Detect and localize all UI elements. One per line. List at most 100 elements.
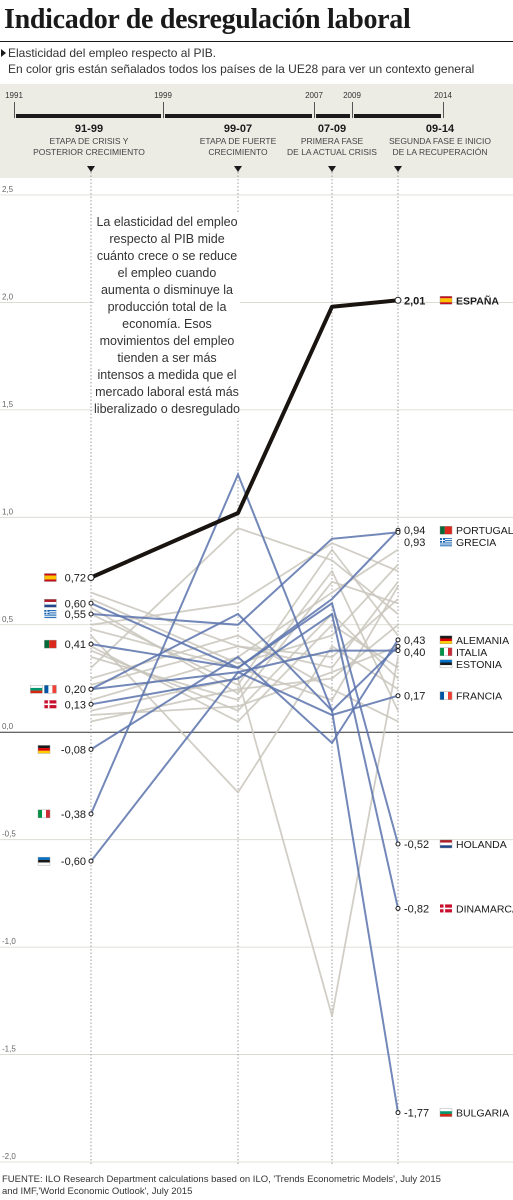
flag-bg-icon [440, 1111, 452, 1114]
source-line: and IMF,'World Economic Outlook', July 2… [2, 1186, 193, 1197]
flag-bg-icon [30, 685, 43, 694]
end-value-label: 2,01 [404, 295, 425, 307]
flag-nl-icon [44, 601, 57, 605]
y-tick-label: -1,5 [2, 1045, 16, 1054]
flag-gr-icon [440, 539, 452, 541]
data-point [88, 858, 94, 864]
flag-gr-icon [44, 610, 57, 612]
start-value-label: -0,38 [61, 809, 86, 821]
timeline-tick [314, 102, 315, 118]
y-tick-label: 2,0 [2, 292, 14, 301]
flag-gr-icon [44, 615, 57, 617]
flag-es-icon [439, 296, 453, 305]
flag-gr-icon [440, 538, 452, 540]
context-series-line [90, 548, 399, 687]
context-series-line [90, 548, 399, 701]
flag-nl-icon [44, 599, 57, 603]
phase-desc-line: SEGUNDA FASE E INICIO [388, 136, 492, 146]
phase-desc-line: PRIMERA FASE [300, 136, 364, 146]
flag-de-icon [440, 635, 452, 639]
data-point [88, 686, 94, 692]
end-value-label: 0,40 [404, 647, 425, 659]
flag-ee-icon [38, 862, 50, 866]
context-series-line [90, 585, 399, 702]
flag-ee-icon [37, 856, 51, 866]
flag-es-icon [44, 579, 57, 582]
country-label: ALEMANIA [456, 635, 509, 647]
flag-fr-icon [52, 685, 57, 694]
flag-gr-icon [440, 545, 452, 547]
timeline-year: 2009 [343, 91, 361, 100]
flag-pt-icon [439, 526, 453, 535]
y-tick-label: 0,0 [2, 722, 14, 731]
phase-desc-line: CRECIMIENTO [208, 147, 268, 157]
flag-dk-icon [440, 907, 452, 910]
flag-bg-icon [440, 1113, 452, 1117]
data-point [88, 611, 94, 617]
series-line-highlight [90, 298, 399, 580]
title-rule [0, 41, 513, 42]
flag-de-icon [38, 748, 50, 751]
flag-gr-icon [44, 616, 57, 618]
flag-de-icon [439, 635, 453, 645]
flag-ee-icon [439, 659, 453, 669]
phase-arrow-icon [234, 166, 242, 172]
timeline-tick [14, 102, 15, 118]
flag-nl-icon [440, 845, 452, 849]
end-value-label: -0,52 [404, 839, 429, 851]
flag-dk-icon [44, 703, 57, 706]
y-tick-label: -2,0 [2, 1152, 16, 1161]
flag-it-icon [444, 647, 449, 656]
y-tick-label: 1,0 [2, 507, 14, 516]
flag-de-icon [440, 638, 452, 642]
context-series-line [90, 598, 399, 686]
flag-es-icon [440, 298, 452, 303]
phase-desc-line: DE LA ACTUAL CRISIS [287, 147, 377, 157]
country-label: ESTONIA [456, 659, 502, 671]
data-point [395, 841, 401, 847]
start-value-label: 0,20 [65, 684, 86, 696]
context-series-line [90, 563, 399, 665]
context-series-line [90, 656, 399, 1017]
flag-bg-icon [30, 685, 43, 688]
country-label: PORTUGAL [456, 525, 513, 537]
flag-ee-icon [440, 665, 452, 668]
phase-desc-line: POSTERIOR CRECIMIENTO [33, 147, 145, 157]
phase-code: 91-99 [74, 123, 104, 135]
flag-bg-icon [440, 1108, 452, 1112]
timeline-tick [443, 102, 444, 118]
flag-bg-icon [30, 690, 43, 694]
timeline-segment [165, 114, 312, 118]
flag-it-icon [38, 809, 43, 818]
flag-gr-icon [440, 540, 452, 542]
end-value-label: -1,77 [404, 1108, 429, 1120]
timeline-segment [354, 114, 441, 118]
flag-gr-icon [44, 614, 57, 616]
country-label: DINAMARCA [456, 903, 513, 915]
start-value-label: 0,13 [65, 699, 86, 711]
y-tick-label: 1,5 [2, 400, 14, 409]
phase-arrow-icon [87, 166, 95, 172]
data-point [88, 600, 94, 606]
start-value-label: 0,72 [65, 573, 86, 585]
flag-ee-icon [440, 662, 452, 666]
data-point [395, 905, 401, 911]
timeline-tick [163, 102, 164, 118]
flag-ee-icon [38, 857, 50, 860]
y-tick-label: -0,5 [2, 830, 16, 839]
data-point [395, 643, 401, 649]
timeline-segment [16, 114, 161, 118]
flag-es-icon [44, 573, 57, 582]
country-label: HOLANDA [456, 839, 507, 851]
flag-gr-icon [44, 612, 57, 614]
phase-desc-line: DE LA RECUPERACIÓN [392, 147, 488, 157]
timeline-year: 2014 [434, 91, 452, 100]
source-line: FUENTE: ILO Research Department calculat… [2, 1174, 441, 1185]
flag-gr-icon [440, 542, 452, 544]
flag-gr-icon [440, 540, 452, 541]
flag-gr-icon [440, 539, 445, 541]
data-point [88, 811, 94, 817]
end-value-label: 0,43 [404, 635, 425, 647]
flag-it-icon [37, 809, 51, 819]
